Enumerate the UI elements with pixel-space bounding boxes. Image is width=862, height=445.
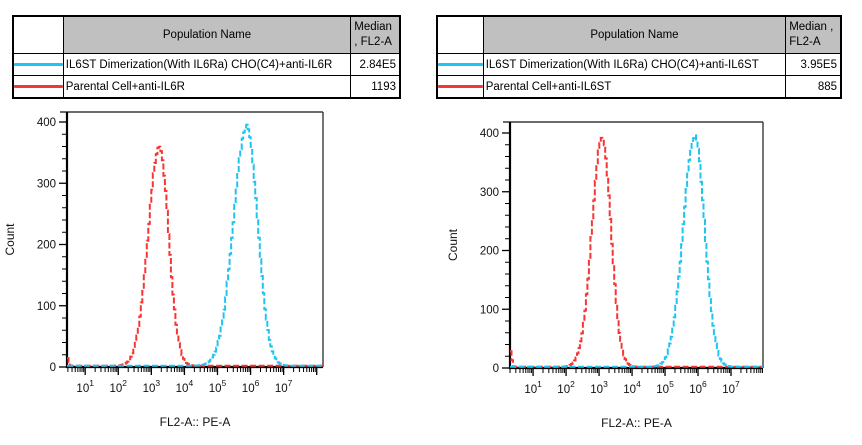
- x-tick-label: 105: [656, 379, 674, 396]
- x-tick-label: 103: [143, 378, 161, 395]
- x-tick-label: 106: [242, 378, 260, 395]
- y-tick-label: 400: [37, 117, 56, 129]
- x-axis-label: FL2-A:: PE-A: [160, 415, 231, 429]
- series-color-swatch-red: [438, 85, 483, 88]
- legend-row-dimerization: IL6ST Dimerization(With IL6Ra) CHO(C4)+a…: [436, 53, 842, 76]
- legend-header-row: Population Name Median , FL2-A: [436, 15, 842, 54]
- legend-table-right: Population Name Median , FL2-A IL6ST Dim…: [436, 15, 842, 99]
- y-tick-label: 200: [37, 240, 56, 252]
- histogram-curve-red: [510, 136, 763, 368]
- population-name: Parental Cell+anti-IL6ST: [482, 75, 787, 99]
- legend-row-parental: Parental Cell+anti-IL6ST 885: [436, 75, 842, 99]
- legend-row-parental: Parental Cell+anti-IL6R 1193: [12, 75, 401, 99]
- series-color-swatch-red: [14, 85, 63, 88]
- population-name-header: Population Name: [62, 15, 352, 54]
- legend-header-row: Population Name Median , FL2-A: [12, 15, 401, 54]
- median-value: 885: [785, 75, 842, 99]
- x-tick-label: 105: [209, 378, 227, 395]
- x-tick-label: 104: [623, 379, 641, 396]
- population-name: IL6ST Dimerization(With IL6Ra) CHO(C4)+a…: [482, 53, 787, 76]
- population-name-header: Population Name: [482, 15, 787, 54]
- y-tick-label: 300: [37, 178, 56, 190]
- y-tick-label: 100: [480, 304, 499, 316]
- x-tick-label: 102: [557, 379, 575, 396]
- population-name: Parental Cell+anti-IL6R: [62, 75, 352, 99]
- series-color-swatch-cyan: [438, 63, 483, 66]
- x-tick-label: 107: [722, 379, 740, 396]
- median-header-line1: Median ,: [789, 21, 834, 33]
- x-tick-label: 106: [689, 379, 707, 396]
- y-tick-label: 300: [480, 187, 499, 199]
- histogram-curve-red: [67, 145, 323, 367]
- x-tick-label: 102: [110, 378, 128, 395]
- y-tick-label: 0: [493, 363, 499, 375]
- median-value: 1193: [350, 75, 401, 99]
- x-tick-label: 101: [76, 378, 94, 395]
- y-tick-label: 100: [37, 301, 56, 313]
- x-tick-label: 107: [275, 378, 293, 395]
- swatch-column-header: [436, 15, 484, 54]
- histogram-curve-cyan: [510, 134, 763, 368]
- x-axis-label: FL2-A:: PE-A: [601, 416, 672, 430]
- y-tick-label: 200: [480, 246, 499, 258]
- x-tick-label: 101: [524, 379, 542, 396]
- x-tick-label: 103: [590, 379, 608, 396]
- population-name: IL6ST Dimerization(With IL6Ra) CHO(C4)+a…: [62, 53, 352, 76]
- median-value: 2.84E5: [350, 53, 401, 76]
- swatch-column-header: [12, 15, 64, 54]
- median-header-line2: FL2-A: [789, 36, 821, 48]
- y-axis-label: Count: [446, 228, 460, 261]
- legend-table-left: Population Name Median , FL2-A IL6ST Dim…: [12, 15, 401, 99]
- legend-row-dimerization: IL6ST Dimerization(With IL6Ra) CHO(C4)+a…: [12, 53, 401, 76]
- median-header-line2: , FL2-A: [354, 36, 392, 48]
- y-tick-label: 400: [480, 128, 499, 140]
- median-value: 3.95E5: [785, 53, 842, 76]
- median-header-line1: Median: [354, 21, 392, 33]
- y-axis-label: Count: [3, 223, 17, 256]
- x-tick-label: 104: [176, 378, 194, 395]
- median-header: Median , FL2-A: [785, 15, 842, 54]
- y-tick-label: 0: [50, 362, 56, 374]
- series-color-swatch-cyan: [14, 63, 63, 66]
